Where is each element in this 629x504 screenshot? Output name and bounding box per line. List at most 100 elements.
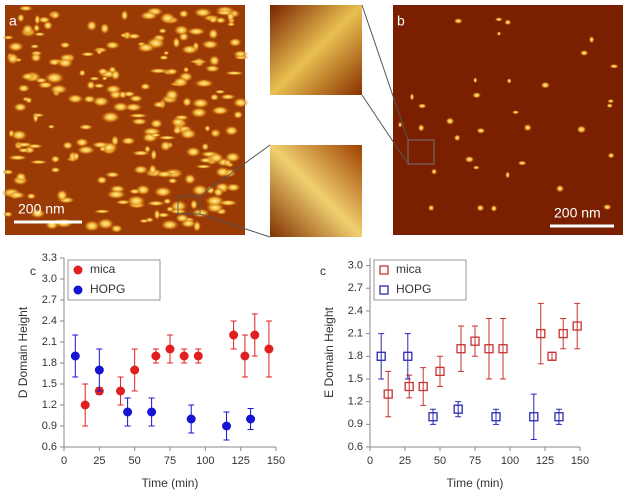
error-bar	[530, 393, 537, 440]
afm-feature	[44, 71, 65, 84]
afm-feature	[159, 12, 176, 25]
afm-feature	[106, 189, 127, 200]
afm-feature	[194, 164, 213, 169]
afm-feature	[131, 118, 148, 125]
afm-feature	[118, 90, 127, 99]
afm-feature	[160, 219, 179, 231]
afm-feature	[97, 67, 109, 76]
afm-feature	[108, 66, 117, 74]
afm-feature	[6, 52, 19, 65]
afm-feature	[224, 125, 239, 136]
afm-feature	[148, 164, 157, 176]
x-tick-label: 125	[231, 455, 249, 467]
y-tick-label: 1.8	[348, 350, 363, 362]
afm-feature	[476, 204, 485, 212]
error-bar	[556, 408, 562, 425]
point	[151, 351, 161, 361]
afm-feature	[194, 79, 215, 88]
point	[376, 351, 386, 361]
afm-feature	[10, 129, 28, 141]
afm-feature	[179, 128, 197, 140]
afm-feature	[453, 134, 461, 142]
point	[70, 351, 80, 361]
afm-feature	[453, 18, 463, 24]
afm-feature	[473, 77, 478, 84]
afm-feature	[15, 142, 34, 148]
afm-feature	[211, 106, 230, 116]
error-bar	[437, 355, 443, 388]
afm-feature	[112, 101, 129, 112]
x-tick-label: 0	[367, 455, 373, 467]
afm-feature	[47, 124, 56, 129]
afm-feature	[13, 102, 28, 112]
inset-image	[270, 5, 362, 95]
point	[222, 421, 232, 431]
afm-feature	[609, 63, 619, 69]
afm-feature	[163, 50, 170, 56]
y-tick-label: 2.4	[42, 315, 57, 327]
afm-feature	[204, 125, 211, 132]
afm-feature	[232, 50, 248, 58]
legend-box	[373, 259, 467, 301]
afm-feature	[158, 28, 167, 34]
legend-marker	[73, 285, 83, 295]
point	[536, 328, 546, 339]
afm-feature	[80, 51, 96, 57]
afm-feature	[472, 165, 480, 170]
point	[116, 386, 126, 396]
point	[404, 381, 414, 392]
y-tick-label: 1.5	[42, 378, 57, 390]
panel-label: a	[9, 13, 17, 29]
afm-feature	[33, 32, 46, 37]
afm-feature	[159, 55, 169, 61]
point	[80, 400, 90, 410]
afm-feature	[209, 93, 220, 101]
afm-feature	[2, 35, 15, 40]
afm-feature	[74, 137, 90, 148]
point	[383, 389, 393, 399]
point	[246, 414, 256, 424]
afm-feature	[417, 103, 427, 109]
afm-feature	[25, 97, 33, 104]
y-tick-label: 1.5	[348, 373, 363, 385]
point	[470, 336, 480, 346]
y-tick-label: 1.2	[42, 399, 57, 411]
y-tick-label: 0.9	[348, 418, 363, 430]
point	[558, 328, 568, 339]
afm-feature	[190, 107, 208, 118]
afm-feature	[149, 118, 163, 129]
afm-feature	[159, 140, 172, 152]
x-tick-label: 25	[399, 455, 411, 467]
afm-feature	[139, 11, 159, 21]
error-bar	[574, 302, 581, 350]
afm-feature	[218, 199, 238, 206]
afm-feature	[144, 145, 151, 153]
afm-feature	[208, 152, 225, 164]
afm-feature	[588, 35, 595, 44]
afm-feature	[226, 22, 236, 27]
afm-feature	[18, 5, 34, 12]
x-tick-label: 50	[434, 455, 446, 467]
afm-feature	[506, 78, 512, 84]
afm-feature	[190, 199, 198, 210]
afm-feature	[607, 99, 615, 104]
afm-feature	[206, 185, 215, 195]
afm-feature	[101, 76, 108, 81]
afm-feature	[215, 166, 231, 178]
afm-feature	[505, 171, 510, 179]
afm-feature	[233, 110, 244, 119]
error-bar	[420, 367, 427, 406]
afm-feature	[183, 66, 190, 73]
panel-label: c	[30, 264, 36, 278]
afm-feature	[183, 173, 196, 185]
point	[484, 344, 494, 354]
afm-feature	[110, 224, 123, 233]
afm-feature	[173, 24, 190, 36]
point	[123, 407, 133, 417]
afm-feature	[517, 160, 527, 166]
afm-feature	[153, 186, 173, 198]
scale-bar-label: 200 nm	[18, 201, 65, 217]
afm-feature	[201, 39, 220, 50]
y-tick-label: 0.6	[348, 441, 363, 453]
x-tick-label: 100	[501, 455, 519, 467]
